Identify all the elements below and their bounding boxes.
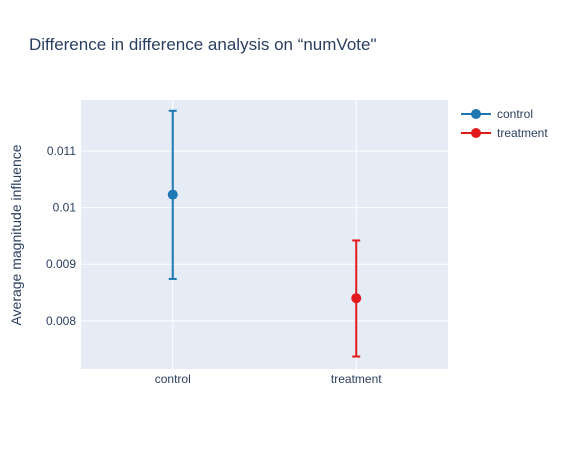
- data-point-control: [167, 189, 178, 200]
- x-axis-ticks: control treatment: [155, 372, 383, 386]
- y-tick-label: 0.009: [46, 257, 76, 271]
- plot-area: [81, 100, 448, 369]
- legend[interactable]: control treatment: [461, 107, 548, 140]
- legend-label: treatment: [497, 126, 548, 140]
- y-axis-ticks: 0.008 0.009 0.01 0.011: [46, 144, 76, 328]
- legend-item-control[interactable]: control: [461, 107, 533, 121]
- data-marks: [167, 109, 362, 358]
- y-axis-title: Average magnitude influence: [8, 144, 24, 325]
- x-tick-label: treatment: [331, 372, 382, 386]
- legend-item-treatment[interactable]: treatment: [461, 126, 548, 140]
- x-tick-label: control: [155, 372, 191, 386]
- y-tick-label: 0.011: [47, 144, 76, 158]
- y-tick-label: 0.008: [46, 314, 76, 328]
- data-point-treatment: [351, 293, 362, 304]
- legend-swatch-marker: [471, 128, 481, 138]
- y-tick-label: 0.01: [53, 201, 77, 215]
- legend-swatch-marker: [471, 109, 481, 119]
- legend-label: control: [497, 107, 533, 121]
- chart-title: Difference in difference analysis on “nu…: [29, 35, 377, 54]
